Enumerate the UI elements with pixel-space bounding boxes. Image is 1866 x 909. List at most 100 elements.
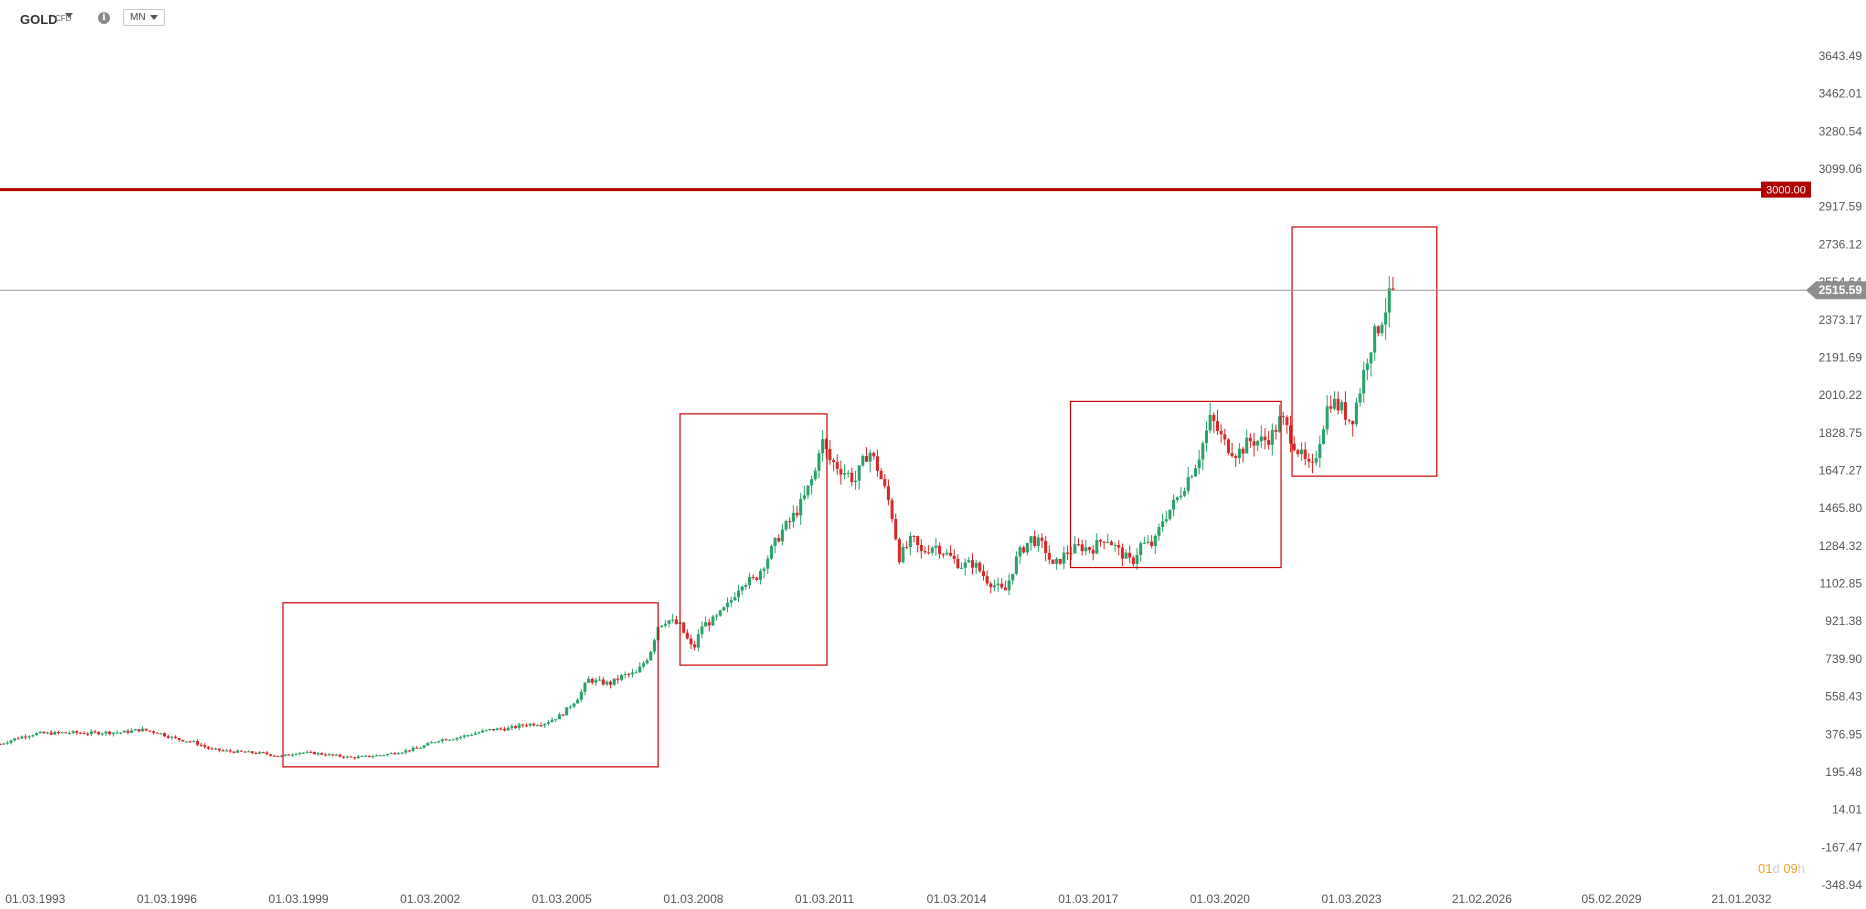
candle-body (1373, 326, 1377, 353)
candle-body (35, 733, 39, 736)
y-tick-label: 921.38 (1825, 614, 1862, 628)
candle-body (557, 714, 561, 720)
symbol-label[interactable]: GOLD (20, 12, 58, 27)
candle-body (181, 739, 185, 742)
candle-body (1278, 416, 1282, 432)
y-tick-label: -348.94 (1821, 878, 1862, 892)
candle-body (587, 678, 591, 683)
candle-body (744, 585, 748, 587)
candle-body (609, 681, 613, 685)
candle-body (927, 552, 931, 554)
candle-body (663, 623, 667, 626)
level-label: 3000.00 (1766, 185, 1806, 197)
candle-body (985, 576, 989, 584)
candle-body (641, 663, 645, 667)
candle-body (499, 728, 503, 730)
candle-body (1197, 459, 1201, 469)
candle-body (459, 736, 463, 738)
candle-body (521, 724, 525, 726)
candle-body (1183, 491, 1187, 496)
candle-body (751, 576, 755, 578)
candle-body (422, 745, 426, 748)
candle-body (630, 672, 634, 675)
candle-body (294, 754, 298, 756)
candle-body (177, 738, 181, 740)
candle-body (1329, 406, 1333, 409)
candle-body (952, 555, 956, 559)
candle-body (700, 626, 704, 635)
candle-body (104, 731, 108, 734)
candle-body (382, 755, 386, 757)
candle-body (462, 735, 466, 737)
candle-body (711, 616, 715, 626)
y-tick-label: 2010.22 (1819, 388, 1863, 402)
x-tick-label: 01.03.2023 (1321, 892, 1381, 906)
candle-countdown: 01d 09h (1758, 861, 1805, 876)
candle-body (276, 755, 280, 757)
candle-body (1124, 552, 1128, 559)
candle-body (868, 452, 872, 462)
candle-body (689, 638, 693, 645)
candle-body (488, 728, 492, 730)
candle-body (1314, 458, 1318, 463)
candle-body (192, 741, 196, 743)
candle-body (674, 619, 678, 624)
candle-body (872, 452, 876, 457)
candle-body (795, 512, 799, 516)
candle-body (71, 731, 75, 733)
candle-body (510, 726, 514, 728)
candle-body (729, 600, 733, 603)
candle-body (426, 743, 430, 746)
candle-body (232, 751, 236, 753)
candle-body (535, 725, 539, 727)
candle-body (503, 728, 507, 731)
y-tick-label: 3462.01 (1819, 87, 1863, 101)
candle-body (704, 622, 708, 627)
candle-body (195, 741, 199, 745)
info-icon[interactable]: i (98, 12, 110, 24)
candle-body (981, 571, 985, 577)
y-tick-label: 1465.80 (1819, 501, 1863, 515)
candle-body (60, 732, 64, 734)
candle-body (780, 529, 784, 542)
candle-body (338, 754, 342, 757)
candle-body (919, 544, 923, 552)
candle-body (627, 673, 631, 675)
candle-body (1281, 416, 1285, 418)
candle-body (320, 753, 324, 755)
annotation-box (679, 413, 828, 666)
candle-body (1000, 583, 1004, 588)
candle-body (254, 752, 258, 754)
candle-body (850, 472, 854, 483)
candle-body (312, 751, 316, 755)
candle-body (817, 453, 821, 471)
chart-toolbar: GOLD CFD i MN (0, 0, 1866, 36)
candle-body (938, 545, 942, 555)
candle-body (1365, 363, 1369, 370)
candle-body (214, 748, 218, 750)
candle-body (726, 602, 730, 608)
candle-body (1157, 527, 1161, 536)
candle-body (960, 567, 964, 569)
y-tick-label: 1828.75 (1819, 426, 1863, 440)
timeframe-select[interactable]: MN (123, 9, 165, 26)
candle-body (56, 731, 60, 733)
candle-body (86, 733, 90, 735)
candle-body (802, 495, 806, 499)
candle-body (1230, 452, 1234, 457)
candle-body (1369, 352, 1373, 364)
x-tick-label: 01.03.1996 (137, 892, 197, 906)
candle-body (934, 545, 938, 548)
candle-body (1040, 537, 1044, 541)
current-price-label: 2515.59 (1819, 283, 1863, 297)
candle-body (451, 739, 455, 741)
candle-body (978, 562, 982, 572)
candle-body (53, 731, 57, 735)
candle-body (1131, 557, 1135, 565)
candle-body (1128, 552, 1132, 558)
y-tick-label: 2373.17 (1819, 313, 1863, 327)
candle-body (1029, 536, 1033, 543)
candle-body (1340, 402, 1344, 411)
symbol-dropdown-chevron-down-icon[interactable] (65, 13, 73, 18)
